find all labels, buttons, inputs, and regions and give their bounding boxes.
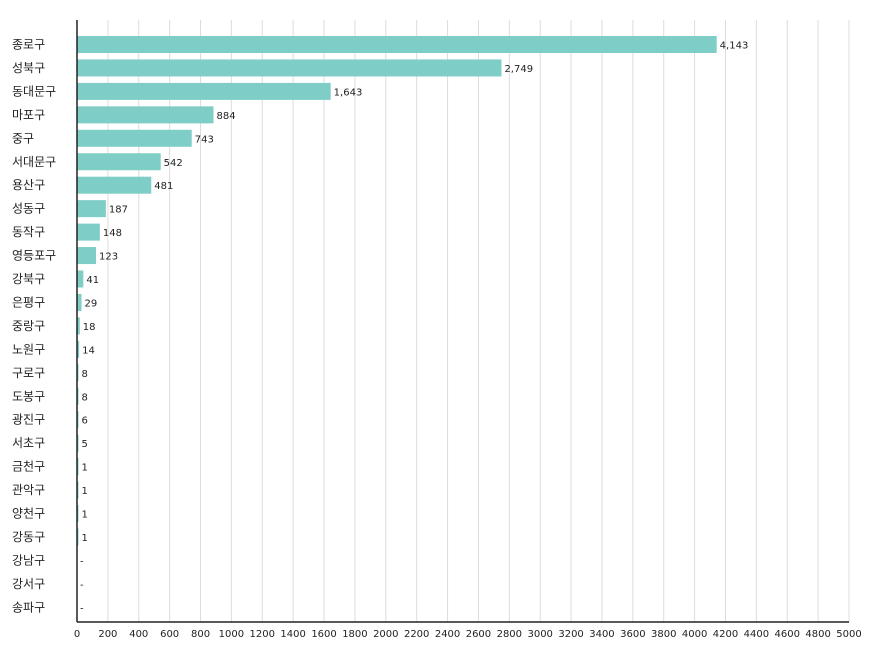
data-label: 481: [154, 181, 173, 192]
category-label: 광진구: [12, 413, 45, 427]
x-tick-label: 200: [98, 629, 117, 640]
category-label: 관악구: [12, 483, 45, 497]
x-tick-label: 600: [160, 629, 179, 640]
category-label: 동작구: [12, 225, 45, 239]
category-label: 강북구: [12, 272, 45, 286]
x-tick-label: 4600: [775, 629, 800, 640]
x-tick-label: 0: [74, 629, 80, 640]
category-label: 구로구: [12, 366, 45, 380]
x-tick-label: 1600: [311, 629, 336, 640]
grid-lines: [107, 20, 850, 622]
bar: [77, 36, 717, 53]
data-label: 6: [82, 416, 88, 427]
bar: [77, 200, 106, 218]
data-label: 542: [164, 158, 183, 169]
data-label: 8: [82, 369, 88, 380]
category-label: 성북구: [12, 61, 45, 75]
x-tick-label: 2800: [497, 629, 522, 640]
bar: [77, 82, 331, 100]
x-tick-label: 400: [129, 629, 148, 640]
bars: [77, 36, 717, 546]
x-tick-label: 1200: [250, 629, 275, 640]
x-tick-label: 3800: [651, 629, 676, 640]
x-tick-label: 800: [191, 629, 210, 640]
category-label: 강서구: [12, 577, 45, 591]
category-label: 마포구: [12, 108, 45, 122]
data-label: 1: [82, 533, 88, 544]
data-label: 743: [195, 134, 214, 145]
x-tick-label: 5000: [836, 629, 861, 640]
data-label: 8: [82, 392, 88, 403]
data-label: 148: [103, 228, 122, 239]
data-label: 884: [216, 111, 235, 122]
bar: [77, 340, 80, 358]
x-tick-label: 3400: [589, 629, 614, 640]
category-label: 양천구: [12, 506, 45, 521]
data-label: 1: [82, 463, 88, 474]
bar: [77, 59, 502, 77]
x-tick-label: 2400: [435, 629, 460, 640]
data-label: 1: [82, 486, 88, 497]
x-tick-label: 2000: [373, 629, 398, 640]
data-label: 187: [109, 205, 128, 216]
data-label: 4,143: [720, 41, 749, 52]
data-label: 1: [82, 510, 88, 521]
category-label: 동대문구: [12, 84, 56, 98]
x-tick-label: 4200: [713, 629, 738, 640]
category-label: 영등포구: [12, 249, 56, 263]
category-label: 은평구: [12, 295, 45, 309]
bar: [77, 129, 192, 147]
data-label: 123: [99, 252, 118, 263]
category-label: 금천구: [12, 459, 45, 474]
category-label: 중랑구: [12, 319, 45, 333]
bar: [77, 176, 152, 194]
category-label: 중구: [12, 131, 34, 145]
x-tick-label: 3000: [527, 629, 552, 640]
data-label: 1,643: [334, 87, 363, 98]
bar: [77, 153, 161, 171]
category-label: 용산구: [12, 178, 45, 192]
category-label: 성동구: [12, 202, 45, 216]
x-tick-label: 4800: [805, 629, 830, 640]
category-label: 강남구: [12, 553, 45, 567]
x-tick-labels: 0 200 400 600 800 1000 1200 1400 1600 1800 2000 220…: [74, 629, 862, 640]
category-label: 도봉구: [12, 389, 45, 403]
x-tick-label: 4000: [682, 629, 707, 640]
x-tick-label: 1800: [342, 629, 367, 640]
category-label: 종로구: [12, 38, 45, 52]
data-label: -: [80, 556, 84, 567]
x-tick-label: 3200: [558, 629, 583, 640]
bar: [77, 223, 100, 241]
x-tick-label: 2600: [466, 629, 491, 640]
data-label: 14: [82, 345, 95, 356]
x-tick-label: 1400: [280, 629, 305, 640]
category-label: 서대문구: [12, 155, 56, 169]
category-label: 강동구: [12, 530, 45, 544]
bar: [77, 247, 96, 265]
category-label: 송파구: [12, 600, 45, 614]
bar: [77, 106, 214, 124]
bar: [77, 293, 82, 311]
data-label: -: [80, 580, 84, 591]
category-label: 서초구: [12, 436, 45, 450]
data-label: 41: [86, 275, 99, 286]
data-label: 18: [83, 322, 96, 333]
data-label: 29: [84, 298, 97, 309]
x-tick-label: 4400: [744, 629, 769, 640]
data-label: -: [80, 603, 84, 614]
data-label: 2,749: [504, 64, 533, 75]
bar: [77, 317, 80, 335]
category-label: 노원구: [12, 342, 45, 356]
x-tick-label: 2200: [404, 629, 429, 640]
data-label: 5: [82, 439, 88, 450]
category-labels: 종로구성북구동대문구마포구중구서대문구용산구성동구동작구영등포구강북구은평구중랑…: [12, 38, 56, 615]
x-tick-label: 1000: [219, 629, 244, 640]
data-labels: 4,1432,7491,6438847435424811871481234129…: [80, 41, 748, 615]
bar: [77, 270, 84, 288]
x-tick-label: 3600: [620, 629, 645, 640]
